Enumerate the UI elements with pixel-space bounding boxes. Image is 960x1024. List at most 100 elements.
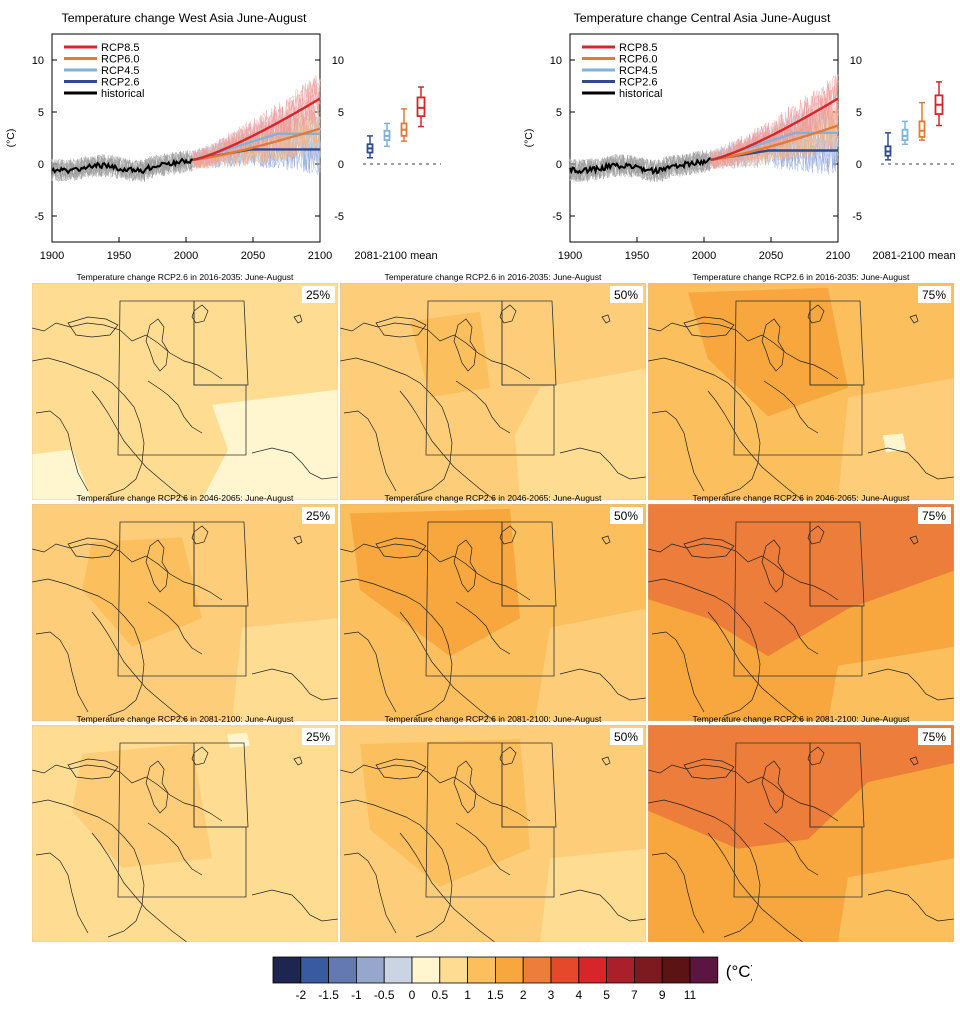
coastline xyxy=(601,535,611,545)
percentile-badge-bg xyxy=(918,286,951,303)
scenario-member-line xyxy=(192,92,321,169)
coastline xyxy=(707,611,804,721)
coastline xyxy=(340,764,531,822)
percentile-badge-bg xyxy=(302,728,335,745)
coastline xyxy=(867,668,954,701)
colorbar-swatch xyxy=(661,956,691,984)
region-box-central-asia xyxy=(809,300,865,386)
inland-sea-outline xyxy=(375,316,427,338)
percentile-label: 50% xyxy=(614,288,638,302)
map-value-patch xyxy=(838,858,954,942)
percentile-badge-bg xyxy=(918,507,951,524)
map-title: Temperature change RCP2.6 in 2046-2065: … xyxy=(76,493,294,503)
coastline xyxy=(909,314,919,324)
coastline xyxy=(455,601,511,655)
historical-member-line xyxy=(51,150,193,181)
map-value-patch xyxy=(828,646,954,721)
coastline xyxy=(651,631,705,713)
series-line-historical xyxy=(569,157,711,175)
colorbar-tick-label: -1 xyxy=(351,988,362,1002)
inland-sea-outline xyxy=(191,746,209,766)
y-tick-label-right: 10 xyxy=(332,55,344,67)
x-tick-label: 2050 xyxy=(241,250,265,262)
inland-sea-outline xyxy=(499,746,517,766)
percentile-badge-bg xyxy=(610,728,643,745)
historical-member-line xyxy=(569,151,711,182)
coastline xyxy=(867,447,954,480)
historical-member-line xyxy=(51,151,193,182)
y-tick-label-right: -5 xyxy=(852,211,862,223)
colorbar-tick-label: 9 xyxy=(659,988,666,1002)
coastline xyxy=(91,390,188,500)
colorbar-swatch xyxy=(383,956,413,984)
series-line-historical xyxy=(51,157,193,175)
map-title: Temperature change RCP2.6 in 2081-2100: … xyxy=(692,714,910,724)
map-panel: Temperature change RCP2.6 in 2016-2035: … xyxy=(648,272,954,500)
y-tick-label: 0 xyxy=(556,159,562,171)
timeseries-central-asia: Temperature change Central Asia June-Aug… xyxy=(518,0,958,270)
coastline xyxy=(251,889,338,922)
coastline xyxy=(648,543,839,601)
colorbar-swatch xyxy=(522,956,552,984)
coastline xyxy=(399,390,496,500)
coastline xyxy=(648,322,839,380)
colorbar-swatch xyxy=(272,956,302,984)
colorbar: -2 -1.5 -1 -0.5 0 0.5 1 1.5 2 3 4 5 7 9 11 (°C) xyxy=(272,955,752,1005)
coastline xyxy=(343,410,397,492)
region-box-central-asia xyxy=(809,521,865,607)
inland-sea-outline xyxy=(191,525,209,545)
region-box-central-asia xyxy=(501,300,557,386)
timeseries-west-asia: Temperature change West Asia June-August… xyxy=(0,0,470,270)
map-title: Temperature change RCP2.6 in 2016-2035: … xyxy=(384,272,602,282)
map-svg: 50% xyxy=(340,283,646,500)
map-value-patch xyxy=(648,725,954,849)
colorbar-swatch xyxy=(411,956,441,984)
y-tick-label-right: 10 xyxy=(850,55,862,67)
x-tick-label: 1900 xyxy=(558,250,582,262)
inland-sea-outline xyxy=(807,304,825,324)
colorbar-swatch xyxy=(633,956,663,984)
legend-label: RCP6.0 xyxy=(101,54,140,66)
inland-sea-outline xyxy=(453,539,477,593)
series-line-rcp60 xyxy=(192,127,321,161)
coastline xyxy=(648,799,761,938)
coastline xyxy=(648,578,761,717)
colorbar-tick-label: 2 xyxy=(520,988,527,1002)
box-rect xyxy=(918,120,926,138)
legend-label: RCP4.5 xyxy=(101,65,140,77)
y-tick-label-right: 0 xyxy=(856,159,862,171)
inland-sea-outline xyxy=(683,537,735,559)
colorbar-swatch xyxy=(550,956,580,984)
y-tick-label: 10 xyxy=(32,55,44,67)
coastline xyxy=(340,322,531,380)
inland-sea-outline xyxy=(683,316,735,338)
x-tick-label: 2000 xyxy=(174,250,198,262)
x-tick-label: 1950 xyxy=(107,250,131,262)
y-tick-label-right: 0 xyxy=(338,159,344,171)
coastline xyxy=(32,764,223,822)
y-tick-label: 0 xyxy=(38,159,44,171)
coastline xyxy=(343,852,397,934)
box-panel-label: 2081-2100 mean xyxy=(872,250,955,262)
percentile-badge-bg xyxy=(302,286,335,303)
coastline xyxy=(651,852,705,934)
coastline xyxy=(707,832,804,942)
coastline xyxy=(648,764,839,822)
map-value-patch xyxy=(883,433,906,453)
inland-sea-outline xyxy=(761,760,785,814)
legend-label: historical xyxy=(101,88,144,100)
inland-sea-outline xyxy=(145,539,169,593)
colorbar-swatch xyxy=(439,956,469,984)
colorbar-tick-label: -0.5 xyxy=(374,988,395,1002)
percentile-label: 75% xyxy=(922,730,946,744)
map-svg: 75% xyxy=(648,504,954,721)
coastline xyxy=(763,380,819,434)
colorbar-tick-label: 0.5 xyxy=(431,988,448,1002)
coastline xyxy=(293,535,303,545)
timeseries-central-asia-svg: Temperature change Central Asia June-Aug… xyxy=(523,11,958,262)
coastline xyxy=(763,822,819,876)
map-value-patch xyxy=(82,537,202,647)
inland-sea-outline xyxy=(499,525,517,545)
map-value-patch xyxy=(72,744,212,868)
colorbar-swatch xyxy=(689,956,719,984)
